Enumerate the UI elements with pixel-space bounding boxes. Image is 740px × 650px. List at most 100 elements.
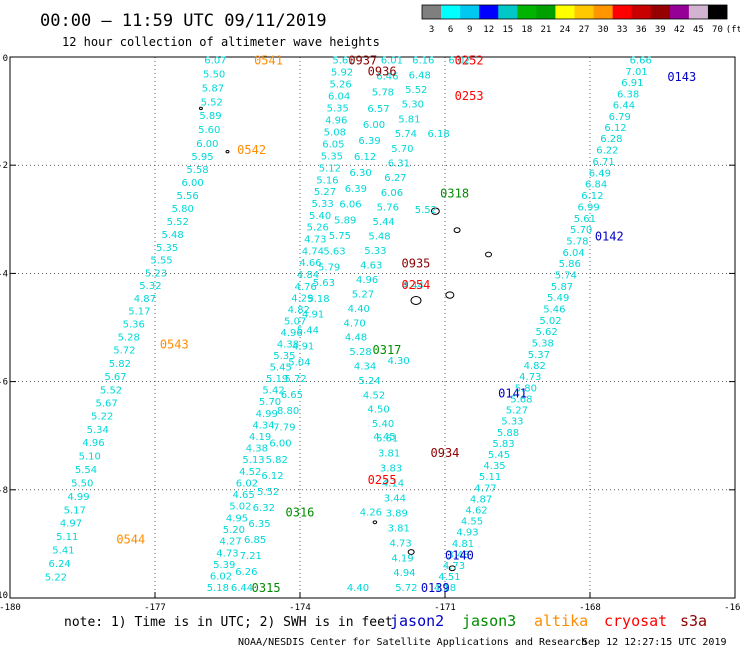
- pass-time-label: 0317: [373, 343, 402, 357]
- swh-value: 6.65: [281, 390, 303, 401]
- swh-value: 6.79: [609, 112, 631, 123]
- pass-time-label: 0139: [421, 581, 450, 595]
- swh-value: 4.73: [216, 548, 238, 559]
- swh-value: 3.44: [384, 493, 406, 504]
- colorbar-outline: [421, 4, 728, 20]
- swh-value: 5.13: [242, 455, 264, 466]
- swh-value: 5.36: [123, 319, 145, 330]
- swh-value: 5.27: [506, 406, 528, 417]
- swh-value: 5.35: [327, 104, 349, 115]
- swh-value: 6.85: [244, 535, 266, 546]
- swh-value: 6.05: [322, 140, 344, 151]
- swh-value: 5.81: [398, 114, 420, 125]
- pass-time-label: 0542: [237, 143, 266, 157]
- footer-timestamp: Sep 12 12:27:15 UTC 2019: [582, 637, 727, 648]
- swh-value: 6.16: [412, 56, 434, 67]
- swh-value: 6.07: [204, 56, 226, 67]
- swh-value: 5.33: [311, 199, 333, 210]
- swh-value: 4.82: [288, 305, 310, 316]
- swh-value: 5.45: [488, 450, 510, 461]
- colorbar-swatch: [460, 5, 480, 19]
- swh-value: 6.99: [578, 202, 600, 213]
- swh-value: 5.60: [198, 125, 220, 136]
- swh-value: 5.26: [307, 223, 329, 234]
- colorbar-label: 15: [502, 25, 513, 35]
- colorbar-swatch: [612, 5, 632, 19]
- swh-value: 4.74: [302, 246, 324, 257]
- track-s3a: 6.01 6.46 5.78 6.57 6.00 6.39 6.12 6.30 6.39 6.06…: [231, 54, 460, 594]
- y-tick-label: -8: [0, 486, 8, 496]
- swh-value: 5.23: [145, 268, 167, 279]
- pass-time-label: 0935: [402, 257, 431, 271]
- swh-value: 4.38: [277, 340, 299, 351]
- swh-value: 4.73: [389, 538, 411, 549]
- swh-value: 5.07: [284, 316, 306, 327]
- swh-value: 5.87: [202, 83, 224, 94]
- colorbar-swatch: [441, 5, 461, 19]
- island-outline: [448, 565, 456, 572]
- swh-value: 5.79: [318, 262, 340, 273]
- swh-value: 6.91: [621, 78, 643, 89]
- x-tick-label: -177: [144, 603, 166, 613]
- swh-value: 5.08: [324, 128, 346, 139]
- pass-time-label: 0318: [440, 186, 469, 200]
- swh-value: 5.44: [373, 217, 395, 228]
- swh-value: 5.88: [497, 428, 519, 439]
- swh-value: 7.01: [625, 67, 647, 78]
- swh-value: 5.83: [492, 439, 514, 450]
- island-outline: [485, 251, 492, 258]
- swh-value: 6.57: [367, 104, 389, 115]
- swh-value: 4.87: [134, 294, 156, 305]
- swh-value: 5.48: [368, 231, 390, 242]
- footer-note: note: 1) Time is in UTC; 2) SWH is in fe…: [64, 615, 393, 630]
- pass-time-label: 0254: [402, 278, 431, 292]
- swh-value: 5.72: [284, 374, 306, 385]
- swh-value: 5.04: [288, 358, 310, 369]
- swh-value: 5.61: [376, 434, 398, 445]
- legend-s3a: s3a: [680, 612, 707, 630]
- swh-value: 5.12: [319, 163, 341, 174]
- axis-ticks: -180 -177 -174 -171 -168 -165 0 -2 -4 -6 -8 -10: [0, 54, 740, 613]
- swh-value: 5.55: [150, 256, 172, 267]
- swh-value: 5.56: [177, 191, 199, 202]
- swh-value: 5.27: [352, 289, 374, 300]
- altimeter-tracks: 6.07 5.50 5.87 5.52 5.89 5.60 6.00 5.95 5.58 6.00…: [45, 54, 696, 595]
- footer-credit: NOAA/NESDIS Center for Satellite Applica…: [238, 637, 587, 648]
- swh-value: 6.84: [585, 180, 607, 191]
- swh-value: 6.02: [448, 56, 470, 67]
- colorbar-label: 30: [598, 25, 609, 35]
- island-outline: [445, 291, 455, 299]
- colorbar-label: 3: [429, 25, 434, 35]
- swh-value: 4.40: [348, 304, 370, 315]
- swh-value: 4.14: [382, 478, 404, 489]
- swh-value: 5.50: [71, 478, 93, 489]
- swh-value: 4.73: [304, 234, 326, 245]
- swh-value: 5.67: [104, 372, 126, 383]
- colorbar-swatch: [555, 5, 575, 19]
- swh-value: 5.28: [118, 332, 140, 343]
- swh-value: 6.44: [231, 583, 253, 594]
- swh-value: 4.73: [443, 561, 465, 572]
- legend-jason2: jason2: [390, 612, 444, 630]
- colorbar-label: 12: [483, 25, 494, 35]
- colorbar-swatch: [536, 5, 556, 19]
- swh-value: 6.06: [381, 188, 403, 199]
- swh-value: 5.17: [128, 307, 150, 318]
- legend-jason3: jason3: [462, 612, 516, 630]
- colorbar-label: (ft): [726, 25, 740, 35]
- swh-value: 5.58: [186, 165, 208, 176]
- colorbar-swatch: [593, 5, 613, 19]
- swh-value: 5.52: [100, 385, 122, 396]
- swh-value: 6.12: [354, 152, 376, 163]
- swh-value: 4.82: [524, 361, 546, 372]
- swh-value: 5.52: [167, 217, 189, 228]
- swh-value: 6.46: [376, 72, 398, 83]
- swh-value: 5.52: [405, 85, 427, 96]
- swh-value: 5.38: [532, 339, 554, 350]
- swh-value: 5.34: [87, 425, 109, 436]
- swh-value: 5.80: [515, 383, 537, 394]
- pass-time-label: 0140: [445, 549, 474, 563]
- track-jason2: 6.667.016.916.386.446.796.126.286.226.71…: [421, 56, 696, 595]
- pass-time-label: 0142: [595, 230, 624, 244]
- pass-time-label: 0543: [160, 338, 189, 352]
